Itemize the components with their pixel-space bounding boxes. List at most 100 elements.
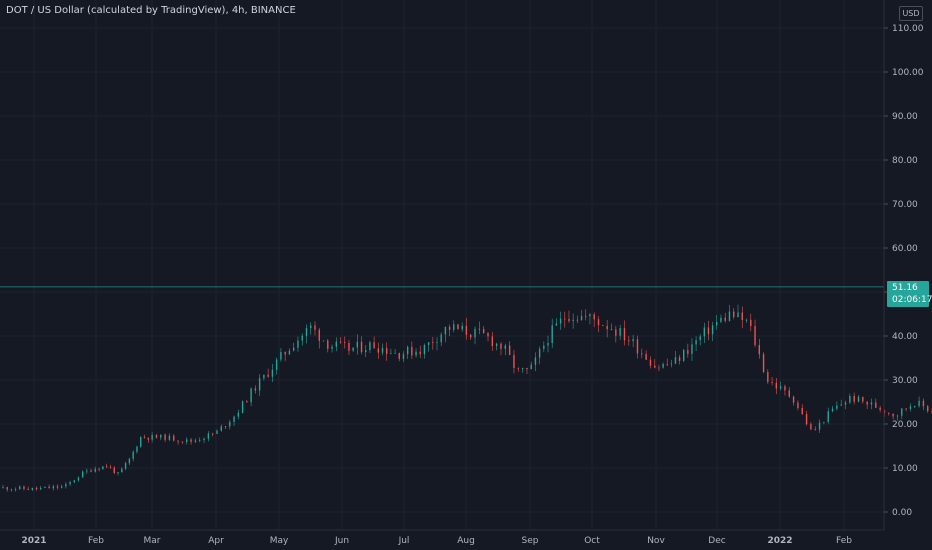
candle-body [576, 319, 579, 321]
candle-body [56, 486, 59, 488]
time-scale[interactable]: 2021 Feb Mar Apr May Jun Jul Aug Sep Oct Nov Dec 202… [21, 536, 852, 546]
candle-body [348, 343, 350, 351]
candle-body [373, 342, 375, 349]
candle-body [301, 335, 303, 341]
candle-body [90, 470, 92, 472]
candle-body [585, 316, 587, 317]
candle-body [322, 340, 325, 342]
candle-body [128, 458, 131, 464]
candle-body [645, 353, 647, 360]
candle-body [491, 336, 494, 347]
candle-body [457, 324, 459, 330]
candle-body [297, 340, 299, 348]
candle-body [818, 422, 821, 430]
candle-body [827, 411, 829, 422]
candle-body [465, 325, 468, 335]
candle-body [461, 325, 463, 330]
current-price-badge: 51.16 02:06:17 [887, 281, 932, 307]
candle-body [143, 437, 146, 438]
candle-body [716, 321, 718, 326]
candle-body [674, 357, 677, 364]
candle-body [136, 446, 138, 452]
candle-body [327, 340, 329, 349]
currency-button[interactable]: USD [899, 6, 923, 21]
candle-body [593, 314, 595, 320]
candle-body [140, 437, 142, 447]
candle-body [94, 468, 96, 472]
candle-body [615, 329, 617, 336]
candle-body [918, 400, 920, 407]
candle-body [559, 318, 562, 324]
candle-body [98, 468, 100, 470]
candle-body [849, 395, 851, 403]
candle-body [267, 374, 269, 377]
time-tick-label: 2021 [21, 536, 46, 546]
candle-body [754, 326, 756, 346]
candle-body [284, 352, 286, 355]
candle-body [173, 435, 175, 441]
candle-body [784, 386, 786, 391]
candle-body [250, 388, 252, 403]
candle-body [901, 408, 903, 416]
candle-body [27, 488, 29, 490]
candle-body [263, 374, 265, 379]
candle-body [767, 372, 769, 382]
time-tick-label: 2022 [767, 536, 792, 546]
candle-body [623, 328, 626, 341]
candle-body [275, 359, 278, 370]
time-tick-label: Feb [88, 536, 104, 546]
candle-body [381, 348, 384, 353]
candle-body [568, 318, 570, 322]
candle-body [771, 381, 773, 383]
candle-body [2, 487, 4, 488]
candle-body [151, 434, 153, 440]
candle-body [356, 341, 359, 348]
candle-body [415, 351, 417, 356]
candle-body [695, 340, 697, 345]
candle-body [65, 484, 67, 487]
candle-body [444, 326, 447, 335]
candle-body [190, 439, 192, 442]
candle-body [879, 407, 881, 410]
candle-body [52, 486, 55, 489]
candle-body [453, 324, 455, 330]
candle-body [344, 342, 346, 344]
candle-body [10, 489, 13, 491]
time-tick-label: Aug [457, 536, 475, 546]
candle-body [220, 426, 222, 431]
candle-body [369, 342, 371, 351]
candle-body [513, 354, 515, 368]
candle-body [551, 325, 553, 343]
price-tick-label: 10.00 [892, 464, 918, 474]
candle-body [436, 342, 438, 344]
time-tick-label: Nov [647, 536, 665, 546]
candle-body [448, 326, 451, 330]
candle-body [394, 352, 396, 354]
candle-body [779, 386, 782, 389]
candle-body [86, 470, 88, 472]
candle-body [246, 401, 248, 403]
candle-body [619, 328, 621, 336]
candle-body [530, 364, 532, 370]
candle-body [271, 369, 274, 377]
candle-body [48, 486, 50, 489]
candle-body [678, 357, 681, 361]
candle-body [258, 378, 261, 391]
candle-body [606, 325, 608, 330]
candle-body [580, 316, 583, 321]
candle-body [724, 317, 726, 321]
candle-body [233, 416, 235, 422]
time-tick-label: Jul [398, 536, 410, 546]
candle-body [521, 368, 524, 369]
candle-body [385, 348, 388, 354]
candle-body [288, 350, 291, 355]
candle-body [113, 467, 115, 474]
candle-body [44, 486, 46, 488]
candle-body [504, 345, 507, 349]
candle-body [411, 346, 413, 356]
candle-body [339, 341, 342, 343]
candle-body [687, 350, 689, 354]
candle-body [160, 434, 162, 438]
price-tick-label: 110.00 [892, 24, 924, 34]
